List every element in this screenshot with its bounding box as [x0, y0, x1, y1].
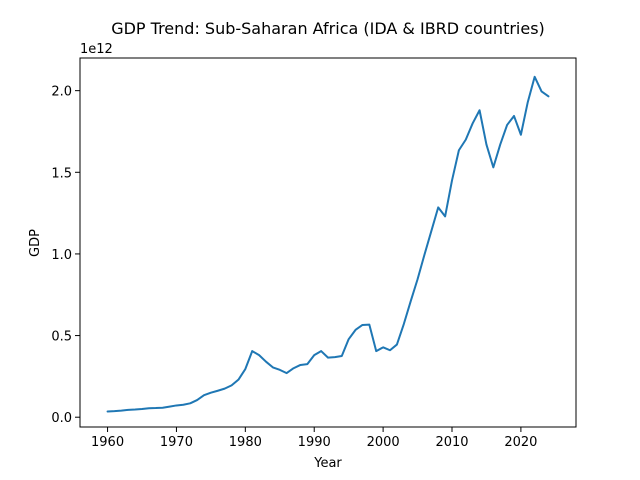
chart-title: GDP Trend: Sub-Saharan Africa (IDA & IBR…: [111, 19, 545, 38]
y-offset-text: 1e12: [80, 42, 113, 57]
x-tick-label: 1990: [298, 435, 331, 450]
y-tick-label: 0.5: [51, 330, 72, 345]
x-tick-label: 1960: [91, 435, 124, 450]
y-tick-label: 2.0: [51, 85, 72, 100]
y-axis-label: GDP: [28, 229, 43, 257]
x-tick-label: 2010: [435, 435, 468, 450]
x-tick-label: 1970: [160, 435, 193, 450]
y-axis: 0.0 0.5 1.0 1.5 2.0: [51, 85, 80, 426]
axes-frame: [79, 57, 577, 428]
x-tick-label: 1980: [229, 435, 262, 450]
x-axis: 1960 1970 1980 1990 2000 2010 2020: [91, 427, 537, 450]
gdp-series-line: [106, 75, 550, 413]
x-tick-label: 2000: [367, 435, 400, 450]
y-tick-label: 0.0: [51, 411, 72, 426]
y-tick-label: 1.5: [51, 166, 72, 181]
x-axis-label: Year: [313, 456, 342, 471]
y-tick-label: 1.0: [51, 248, 72, 263]
plot-area: 1960 1970 1980 1990 2000 2010 2020 0.0 0.5 1.0 1.…: [51, 57, 577, 450]
x-tick-label: 2020: [504, 435, 537, 450]
